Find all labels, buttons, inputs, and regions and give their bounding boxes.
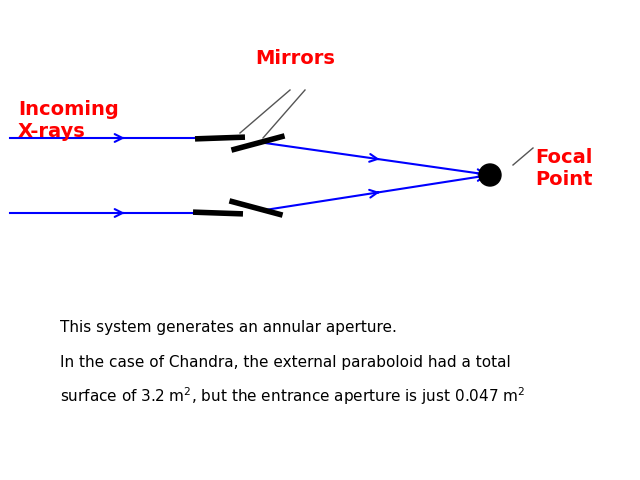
Text: Mirrors: Mirrors [255,49,335,68]
Text: Incoming
X-rays: Incoming X-rays [18,100,119,141]
Text: Focal
Point: Focal Point [535,148,593,189]
Circle shape [479,164,501,186]
Text: In the case of Chandra, the external paraboloid had a total: In the case of Chandra, the external par… [60,355,511,370]
Text: surface of 3.2 m$^2$, but the entrance aperture is just 0.047 m$^2$: surface of 3.2 m$^2$, but the entrance a… [60,385,525,407]
Text: This system generates an annular aperture.: This system generates an annular apertur… [60,320,397,335]
